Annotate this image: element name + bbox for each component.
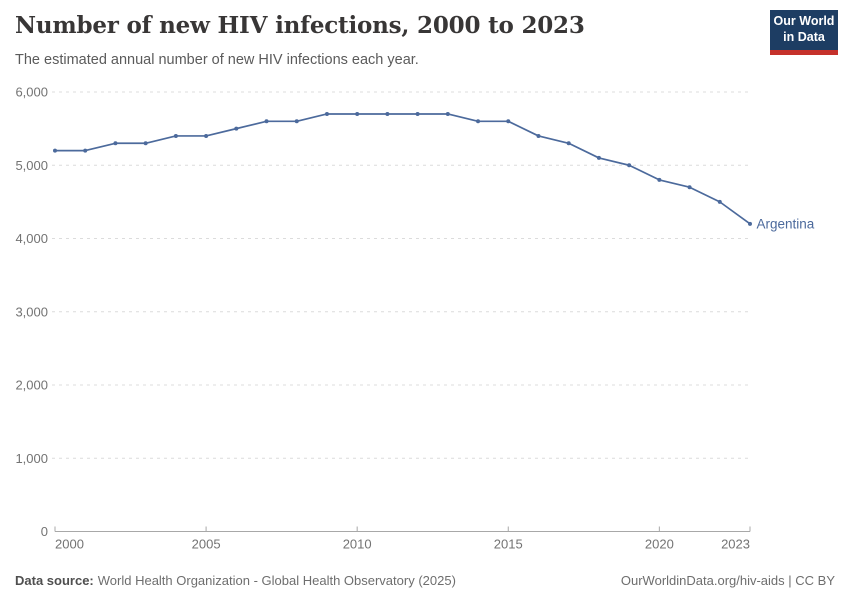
page-title: Number of new HIV infections, 2000 to 20…	[15, 12, 585, 39]
data-point	[566, 141, 571, 146]
data-point	[264, 119, 269, 124]
data-source-note: Data source: World Health Organization - …	[15, 573, 456, 588]
data-point	[53, 148, 57, 153]
data-point	[355, 111, 360, 116]
owid-logo[interactable]: Our World in Data	[770, 10, 838, 55]
x-tick-label: 2000	[55, 537, 84, 552]
data-point	[385, 111, 390, 116]
data-source-text: World Health Organization - Global Healt…	[97, 573, 456, 588]
owid-logo-line1: Our World	[773, 14, 835, 28]
chart-footer: Data source: World Health Organization - …	[15, 573, 835, 588]
data-point	[657, 177, 662, 182]
x-tick-label: 2005	[192, 537, 221, 552]
data-point	[234, 126, 239, 131]
data-point	[506, 119, 511, 124]
data-point	[596, 155, 601, 160]
data-point	[476, 119, 481, 124]
data-point	[415, 111, 420, 116]
data-point	[83, 148, 88, 153]
data-point	[687, 185, 692, 190]
series-line	[54, 113, 751, 225]
series-end-label: Argentina	[757, 216, 815, 231]
x-tick-label: 2015	[494, 537, 523, 552]
footer-link[interactable]: OurWorldinData.org/hiv-aids | CC BY	[620, 573, 835, 588]
data-source-label: Data source:	[15, 573, 94, 588]
owid-logo-line2: in Data	[783, 30, 825, 45]
data-point	[445, 111, 450, 116]
x-tick-label: 2020	[645, 537, 674, 552]
data-point	[627, 163, 632, 168]
data-point	[143, 141, 148, 146]
data-point	[113, 141, 118, 146]
data-point	[536, 133, 541, 138]
data-point	[324, 111, 329, 116]
x-tick-label: 2023	[721, 537, 750, 552]
y-tick-label: 0	[41, 524, 48, 539]
data-point	[294, 119, 299, 124]
y-tick-label: 3,000	[15, 304, 48, 319]
data-point	[173, 133, 178, 138]
data-point	[717, 199, 722, 204]
y-tick-label: 6,000	[15, 85, 48, 100]
y-tick-label: 2,000	[15, 378, 48, 393]
chart-subtitle: The estimated annual number of new HIV i…	[15, 52, 419, 68]
y-tick-label: 1,000	[15, 451, 48, 466]
y-tick-label: 5,000	[15, 158, 48, 173]
data-point	[748, 221, 752, 226]
x-tick-label: 2010	[343, 537, 372, 552]
data-point	[204, 133, 209, 138]
y-tick-label: 4,000	[15, 231, 48, 246]
